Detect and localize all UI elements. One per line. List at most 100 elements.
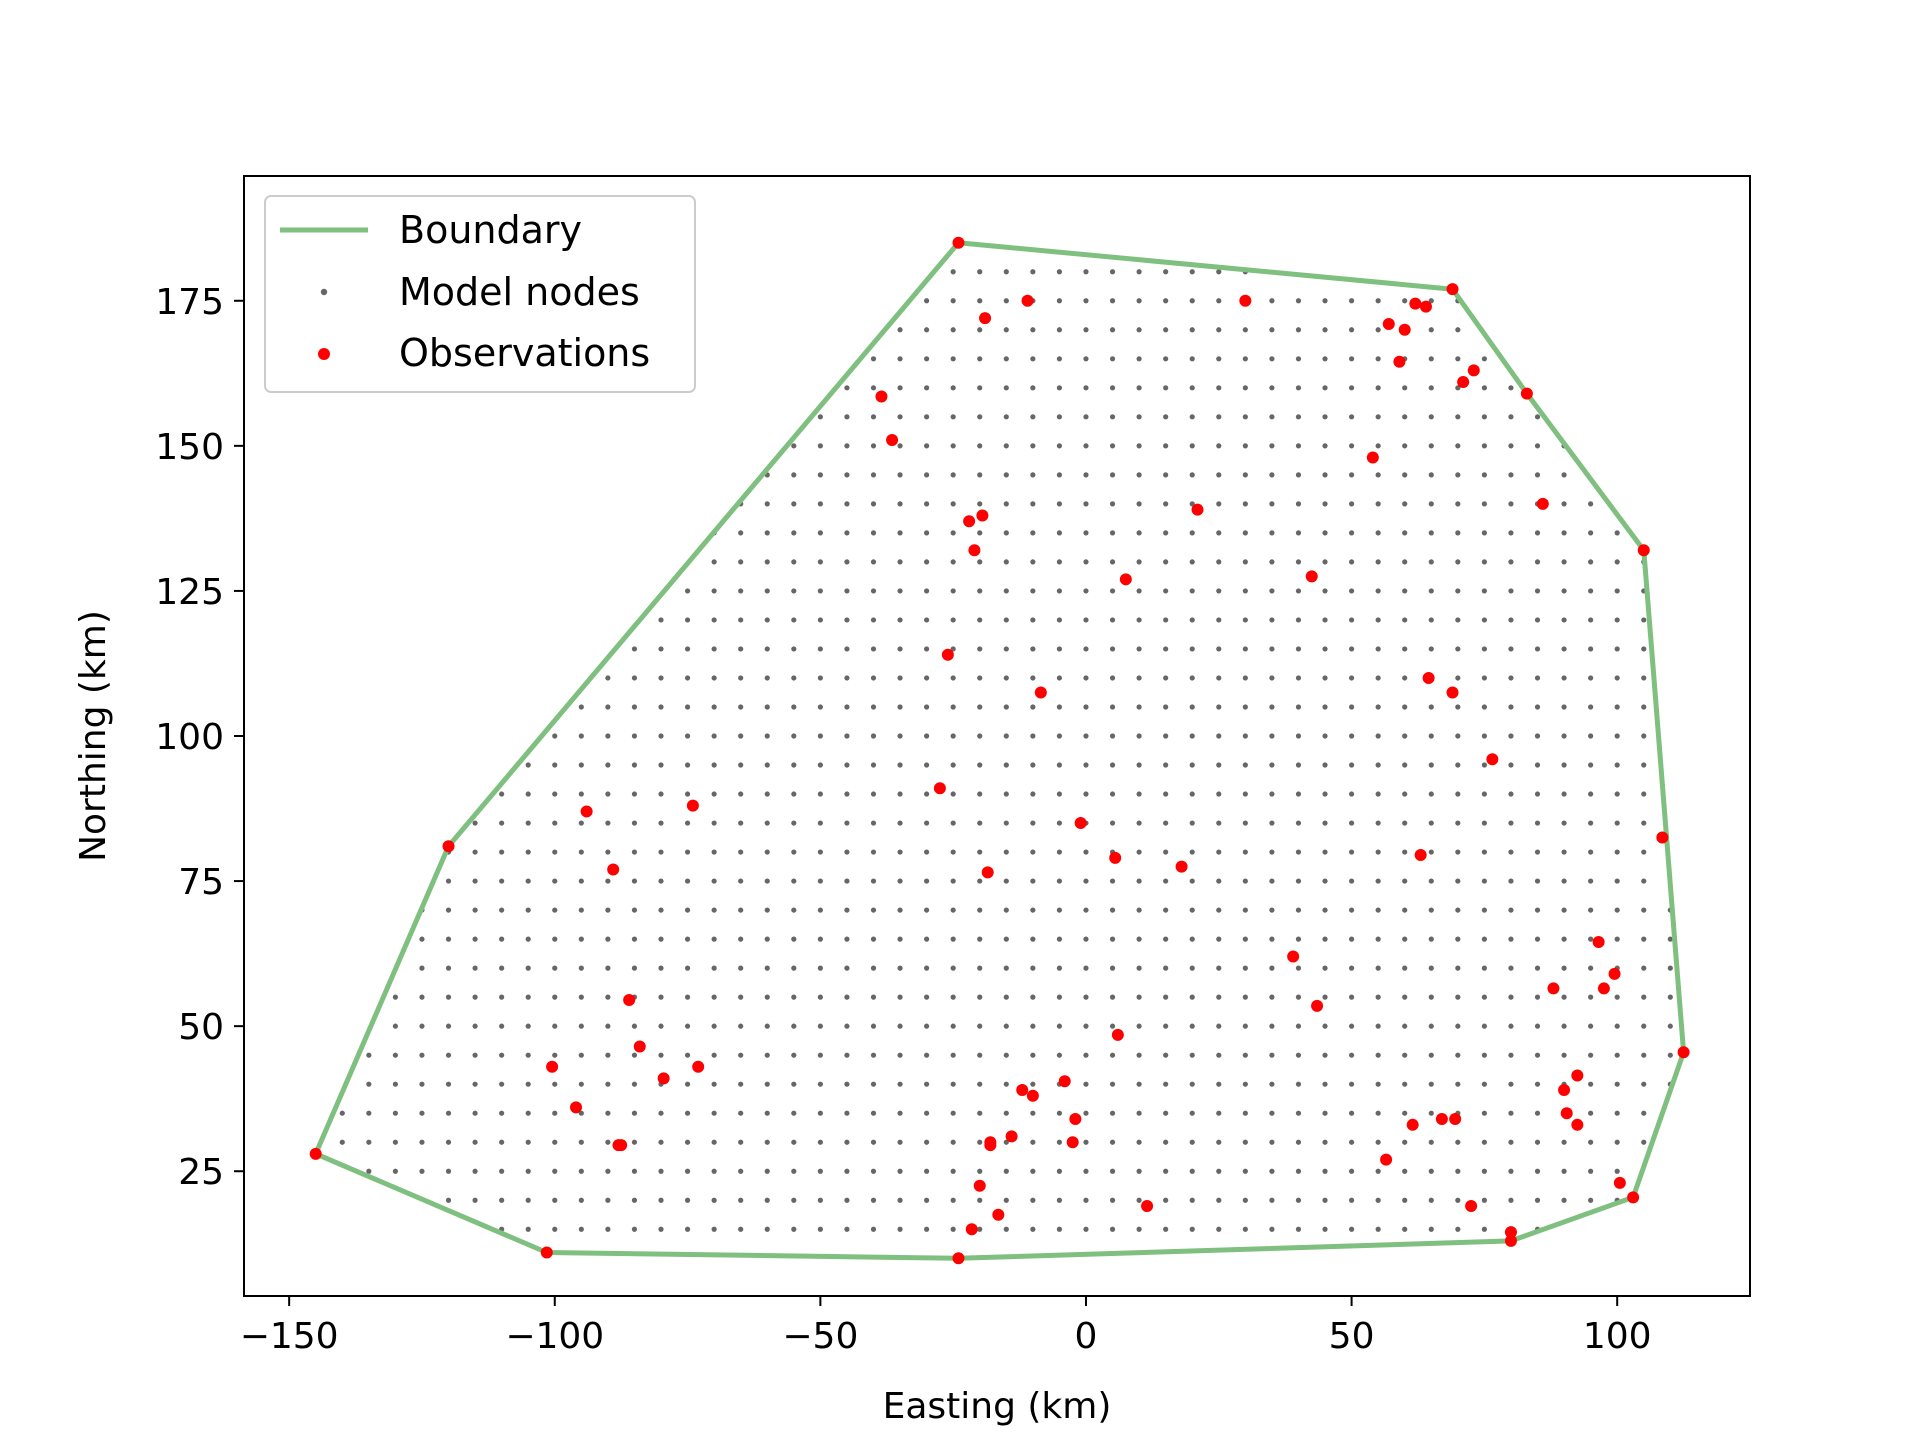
observation-point: [981, 866, 994, 879]
model-node-point: [817, 820, 823, 826]
model-node-point: [738, 733, 744, 739]
model-node-point: [1428, 1139, 1434, 1145]
observation-point: [1074, 817, 1087, 830]
model-node-point: [1508, 1168, 1514, 1174]
model-node-point: [684, 994, 691, 1000]
model-node-point: [1136, 994, 1142, 1000]
model-node-point: [1269, 588, 1275, 594]
model-node-point: [1402, 298, 1408, 304]
model-node-point: [1508, 675, 1514, 681]
model-node-point: [950, 298, 956, 304]
observation-point: [1446, 283, 1459, 296]
model-node-point: [1003, 501, 1009, 507]
model-node-point: [1003, 1197, 1009, 1203]
model-node-point: [817, 646, 823, 652]
observation-point: [1592, 936, 1605, 949]
model-node-point: [977, 443, 983, 449]
model-node-point: [1402, 1139, 1408, 1145]
model-node-point: [897, 1110, 903, 1116]
model-node-point: [1083, 559, 1089, 565]
model-node-point: [977, 965, 983, 971]
model-node-point: [897, 385, 903, 391]
model-node-point: [1295, 414, 1302, 420]
model-node-point: [791, 878, 797, 884]
model-node-point: [1534, 530, 1541, 536]
model-node-point: [897, 501, 903, 507]
model-node-point: [817, 472, 823, 478]
model-node-point: [1295, 646, 1302, 652]
model-node-point: [1322, 559, 1328, 565]
model-node-point: [1189, 965, 1195, 971]
model-node-point: [1242, 936, 1248, 942]
model-node-point: [1455, 414, 1461, 420]
model-node-point: [924, 385, 930, 391]
model-node-point: [764, 965, 770, 971]
model-node-point: [1109, 762, 1116, 768]
model-node-point: [1455, 617, 1461, 623]
model-node-point: [1614, 530, 1620, 536]
model-node-point: [1534, 414, 1541, 420]
model-node-point: [844, 733, 850, 739]
model-node-point: [1588, 849, 1594, 855]
observation-point: [633, 1040, 646, 1053]
model-node-point: [1189, 1168, 1195, 1174]
model-node-point: [1083, 907, 1089, 913]
model-node-point: [924, 1139, 930, 1145]
model-node-point: [472, 936, 478, 942]
model-node-point: [1216, 530, 1222, 536]
model-node-point: [1588, 617, 1594, 623]
model-node-point: [1216, 936, 1222, 942]
model-node-point: [1534, 675, 1541, 681]
model-node-point: [1375, 646, 1381, 652]
model-node-point: [1242, 472, 1248, 478]
model-node-point: [1189, 704, 1195, 710]
x-tick-label: −100: [505, 1316, 604, 1357]
model-node-point: [1455, 733, 1461, 739]
model-node-point: [1455, 762, 1461, 768]
model-node-point: [764, 849, 770, 855]
model-node-point: [1189, 472, 1195, 478]
model-node-point: [392, 1081, 398, 1087]
model-node-point: [1136, 965, 1142, 971]
model-node-point: [1189, 646, 1195, 652]
model-node-point: [1083, 414, 1089, 420]
observation-point: [1558, 1083, 1571, 1096]
observation-point: [580, 805, 593, 818]
model-node-point: [1189, 269, 1195, 275]
model-node-point: [605, 994, 611, 1000]
model-node-point: [950, 269, 956, 275]
model-node-point: [1083, 588, 1089, 594]
model-node-point: [1136, 936, 1142, 942]
model-node-point: [1455, 675, 1461, 681]
model-node-point: [1402, 733, 1408, 739]
model-node-point: [1269, 1081, 1275, 1087]
model-node-point: [605, 1226, 611, 1232]
model-node-point: [392, 1110, 398, 1116]
model-node-point: [1348, 1052, 1355, 1058]
model-node-point: [924, 1226, 930, 1232]
observation-point: [933, 782, 946, 795]
model-node-point: [658, 907, 664, 913]
model-node-point: [1641, 878, 1647, 884]
model-node-point: [605, 1168, 611, 1174]
model-node-point: [1614, 733, 1620, 739]
model-node-point: [1216, 1110, 1222, 1116]
model-node-point: [1189, 762, 1195, 768]
model-node-point: [1030, 356, 1036, 362]
model-node-point: [711, 820, 717, 826]
model-node-point: [950, 1139, 956, 1145]
model-node-point: [631, 1168, 638, 1174]
model-node-point: [1508, 1023, 1514, 1029]
model-node-point: [1189, 1052, 1195, 1058]
model-node-point: [870, 733, 877, 739]
model-node-point: [1481, 675, 1487, 681]
model-node-point: [977, 559, 983, 565]
model-node-point: [1322, 1139, 1328, 1145]
model-node-point: [1402, 1052, 1408, 1058]
model-node-point: [1003, 994, 1009, 1000]
model-node-point: [977, 298, 983, 304]
model-node-point: [605, 762, 611, 768]
model-node-point: [1216, 356, 1222, 362]
model-node-point: [1588, 588, 1594, 594]
model-node-point: [1216, 704, 1222, 710]
